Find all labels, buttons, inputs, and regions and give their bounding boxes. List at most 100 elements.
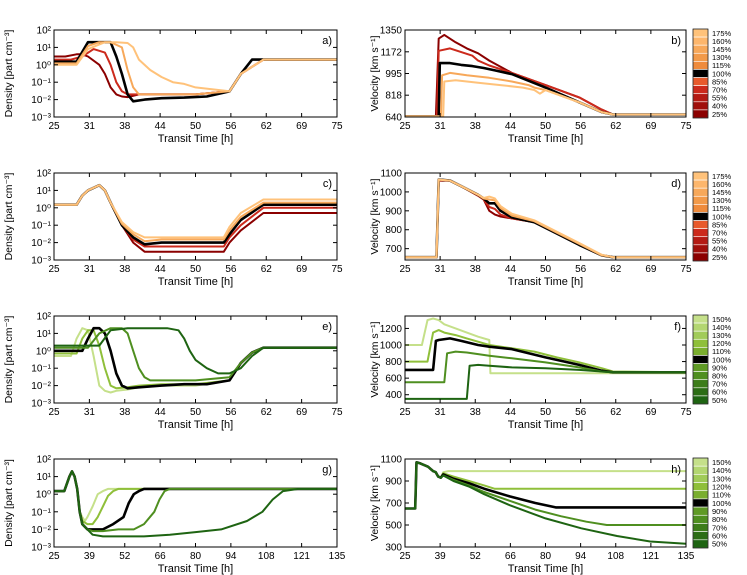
legend-label: 60% — [712, 532, 727, 541]
legend-label: 150% — [712, 458, 732, 467]
axes-frame — [404, 172, 687, 261]
legend-label: 115% — [712, 61, 731, 70]
x-tick-label: 75 — [680, 264, 692, 275]
series-line-100pct — [405, 178, 686, 259]
legend-label: 100% — [712, 212, 732, 221]
y-axis-label: Density [part cm⁻³] — [3, 459, 15, 547]
y-tick-label: 10⁰ — [36, 346, 51, 357]
series-line-80pct — [54, 327, 337, 382]
series-line-100pct — [54, 40, 337, 103]
legend-label: 130% — [712, 331, 732, 340]
legend-label: 60% — [712, 388, 727, 397]
legend-label: 40% — [712, 245, 727, 254]
x-tick-label: 69 — [296, 407, 308, 418]
legend: 150%140%130%120%110%100%90%80%70%60%50% — [692, 314, 732, 405]
series-group — [405, 178, 686, 259]
series-line-150pct — [54, 470, 337, 522]
series-line-130pct — [405, 178, 686, 259]
x-tick-label: 25 — [399, 121, 411, 132]
x-axis-label: Transit Time [h] — [158, 133, 233, 145]
legend-label: 100% — [712, 499, 732, 508]
legend-swatch — [692, 93, 709, 103]
y-tick-label: 1000 — [380, 341, 403, 352]
series-line-100pct — [54, 470, 337, 531]
y-axis-label: Velocity [km s⁻¹] — [369, 35, 381, 111]
panel-label: f) — [674, 321, 681, 333]
y-tick-label: 800 — [385, 225, 402, 236]
y-axis-label: Velocity [km s⁻¹] — [369, 465, 381, 541]
x-tick-label: 39 — [435, 551, 447, 562]
legend-swatch — [692, 474, 709, 483]
x-tick-label: 38 — [119, 264, 131, 275]
x-tick-label: 108 — [607, 551, 624, 562]
panel-g: 25 39 52 66 80 94 108 121 135 10⁻³ 10⁻² 10⁻¹ 10⁰ 10¹ 1… — [3, 455, 346, 575]
legend-label: 120% — [712, 339, 732, 348]
legend-swatch — [692, 531, 709, 541]
x-tick-label: 56 — [575, 407, 587, 418]
panel-e: 25 31 38 44 50 56 62 69 75 10⁻³ 10⁻² 10⁻¹ 10⁰ 10¹ 10² T… — [3, 312, 343, 432]
x-tick-label: 56 — [225, 121, 237, 132]
series-group — [405, 33, 686, 117]
legend-swatch — [692, 482, 709, 492]
x-tick-label: 50 — [190, 264, 202, 275]
legend-frame — [692, 457, 709, 549]
y-tick-label: 10² — [37, 455, 52, 466]
y-tick-label: 10⁻² — [31, 525, 51, 536]
x-tick-label: 62 — [610, 264, 622, 275]
x-tick-label: 38 — [470, 264, 482, 275]
panel-label: b) — [671, 35, 681, 47]
x-tick-label: 52 — [119, 551, 131, 562]
series-line-150pct — [405, 317, 686, 375]
x-tick-label: 38 — [470, 407, 482, 418]
legend-label: 55% — [712, 94, 727, 103]
legend-swatch — [692, 195, 709, 205]
y-tick-label: 10⁻³ — [31, 256, 51, 267]
series-line-80pct — [54, 470, 337, 533]
x-tick-label: 39 — [84, 551, 96, 562]
legend-swatch — [692, 61, 709, 70]
y-tick-label: 400 — [385, 390, 402, 401]
legend-label: 90% — [712, 363, 727, 372]
y-tick-label: 640 — [385, 113, 402, 124]
axes-frame — [53, 458, 338, 548]
y-tick-label: 10¹ — [37, 329, 52, 340]
legend-frame — [692, 314, 709, 405]
y-axis-label: Velocity [km s⁻¹] — [369, 321, 381, 397]
y-tick-label: 10¹ — [37, 186, 52, 197]
x-tick-label: 69 — [645, 407, 657, 418]
x-tick-label: 62 — [261, 407, 273, 418]
panel-f: 25 31 38 44 50 56 62 69 75 400 600 800 1000 1200 Trans… — [369, 314, 732, 431]
series-line-175pct — [405, 178, 686, 259]
panel-label: g) — [322, 464, 332, 476]
x-tick-label: 25 — [48, 407, 60, 418]
panel-h: 25 39 52 66 80 94 108 121 135 300 500 700 900 1100 Tra… — [369, 455, 732, 575]
y-tick-label: 700 — [385, 499, 402, 510]
legend-swatch — [692, 228, 709, 238]
legend-label: 140% — [712, 323, 732, 332]
legend-label: 80% — [712, 371, 727, 380]
legend-swatch — [692, 179, 709, 189]
series-line-175pct — [405, 79, 686, 117]
series-line-50pct — [405, 461, 686, 545]
series-line-175pct — [54, 41, 337, 93]
legend-swatch — [692, 220, 709, 229]
legend-label: 25% — [712, 110, 727, 119]
series-line-100pct — [405, 461, 686, 510]
legend-frame — [692, 28, 709, 119]
legend-swatch — [692, 371, 709, 381]
x-tick-label: 56 — [575, 264, 587, 275]
panel-c: 25 31 38 44 50 56 62 69 75 10⁻³ 10⁻² 10⁻¹ 10⁰ 10¹ 10² T… — [3, 169, 343, 289]
x-tick-label: 62 — [610, 121, 622, 132]
legend-label: 140% — [712, 466, 732, 475]
panel-label: h) — [671, 464, 681, 476]
x-axis-label: Transit Time [h] — [158, 276, 233, 288]
y-tick-label: 500 — [385, 521, 402, 532]
legend-swatch — [692, 36, 709, 46]
y-tick-label: 10⁰ — [36, 490, 51, 501]
y-tick-label: 900 — [385, 206, 402, 217]
series-line-120pct — [405, 461, 686, 510]
legend-swatch — [692, 171, 709, 181]
x-axis-label: Transit Time [h] — [508, 133, 583, 145]
legend-swatch — [692, 187, 709, 197]
legend-swatch — [692, 109, 709, 119]
